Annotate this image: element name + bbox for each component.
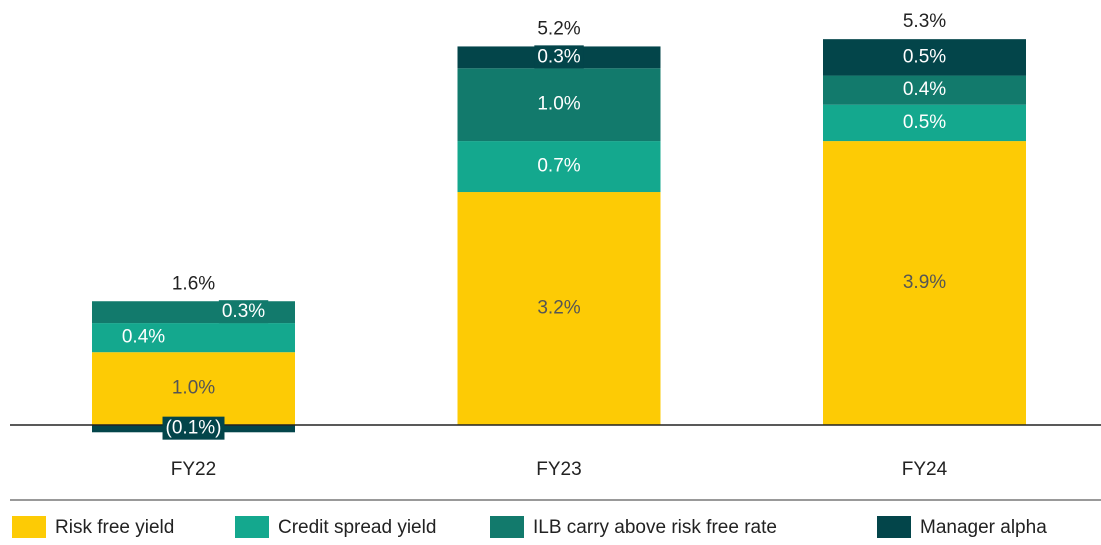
total-label: 5.3% (903, 11, 946, 32)
data-label: 0.5% (903, 46, 946, 67)
legend-swatch (877, 516, 911, 538)
bar-segment (457, 68, 661, 142)
legend-swatch (12, 516, 46, 538)
bar-segment (92, 323, 295, 353)
bar-segment (823, 104, 1026, 142)
bar-segment (457, 192, 661, 425)
x-tick-label: FY24 (902, 459, 948, 480)
legend-label: ILB carry above risk free rate (533, 517, 777, 538)
data-label: 3.2% (537, 298, 580, 319)
data-label: 3.9% (903, 272, 946, 293)
data-label: 0.3% (222, 301, 265, 322)
bar-segment (823, 141, 1026, 425)
total-label: 1.6% (172, 273, 215, 294)
data-label: 0.4% (903, 79, 946, 100)
legend-swatch (235, 516, 269, 538)
bar-segment (823, 39, 1026, 76)
data-label: 0.3% (537, 46, 580, 67)
label-box (534, 45, 584, 69)
total-label: 5.2% (537, 18, 580, 39)
data-label: (0.1%) (166, 418, 222, 439)
data-label: 1.0% (537, 94, 580, 115)
data-label: 0.5% (903, 112, 946, 133)
data-label: 1.0% (172, 378, 215, 399)
data-label: 0.4% (122, 327, 165, 348)
x-tick-label: FY22 (171, 459, 216, 480)
label-box (218, 300, 269, 324)
bar-segment (823, 75, 1026, 105)
x-tick-label: FY23 (536, 459, 581, 480)
legend-swatch (490, 516, 524, 538)
legend-label: Manager alpha (920, 517, 1047, 538)
legend-label: Credit spread yield (278, 517, 436, 538)
bar-segment (92, 352, 295, 425)
data-label: 0.7% (537, 156, 580, 177)
legend-label: Risk free yield (55, 517, 174, 538)
bar-segment (457, 141, 661, 193)
label-box (162, 416, 225, 440)
